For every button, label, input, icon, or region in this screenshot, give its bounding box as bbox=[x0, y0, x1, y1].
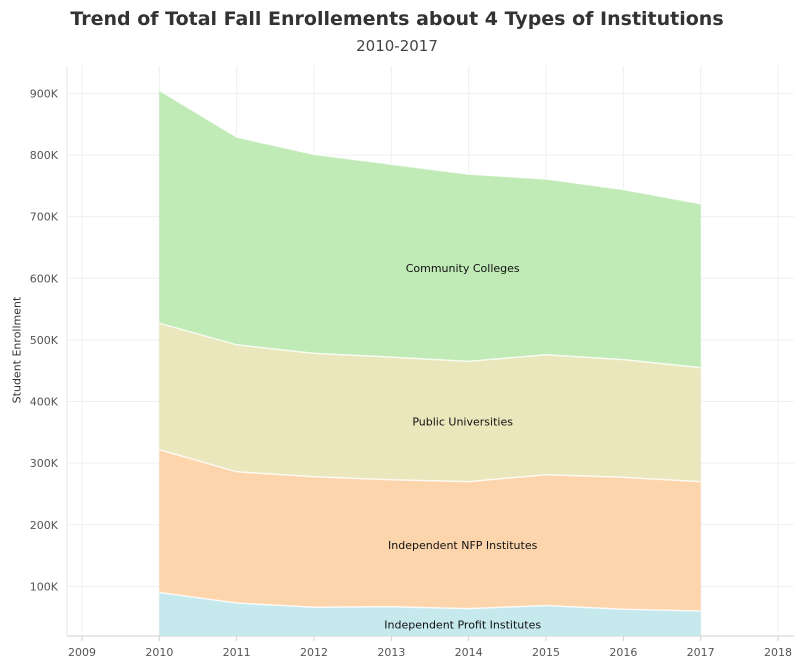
y-tick-label: 800K bbox=[30, 149, 59, 162]
x-tick-label: 2014 bbox=[455, 646, 483, 659]
series-line bbox=[159, 591, 701, 612]
area-band bbox=[159, 90, 701, 368]
x-tick-label: 2010 bbox=[145, 646, 173, 659]
series-label: Community Colleges bbox=[406, 262, 520, 275]
y-tick-label: 700K bbox=[30, 211, 59, 224]
y-tick-label: 400K bbox=[30, 396, 59, 409]
y-tick-label: 600K bbox=[30, 272, 59, 285]
x-tick-label: 2015 bbox=[532, 646, 560, 659]
series-label: Independent Profit Institutes bbox=[384, 618, 541, 631]
x-tick-label: 2012 bbox=[300, 646, 328, 659]
area-band bbox=[159, 323, 701, 482]
x-tick-label: 2011 bbox=[223, 646, 251, 659]
chart-title: Trend of Total Fall Enrollements about 4… bbox=[70, 8, 724, 30]
x-tick-label: 2016 bbox=[609, 646, 637, 659]
area-band bbox=[159, 592, 701, 636]
series-label: Independent NFP Institutes bbox=[388, 539, 538, 552]
series-line bbox=[159, 448, 701, 483]
chart-subtitle: 2010-2017 bbox=[356, 37, 438, 55]
y-tick-label: 100K bbox=[30, 580, 59, 593]
x-tick-label: 2013 bbox=[377, 646, 405, 659]
area-band bbox=[159, 449, 701, 611]
x-tick-label: 2017 bbox=[687, 646, 715, 659]
y-tick-label: 500K bbox=[30, 334, 59, 347]
x-tick-label: 2018 bbox=[764, 646, 792, 659]
y-tick-label: 200K bbox=[30, 519, 59, 532]
y-tick-label: 300K bbox=[30, 457, 59, 470]
series-label: Public Universities bbox=[412, 416, 513, 429]
y-tick-label: 900K bbox=[30, 87, 59, 100]
series-line bbox=[158, 89, 701, 205]
series-line bbox=[159, 322, 701, 369]
x-tick-label: 2009 bbox=[68, 646, 96, 659]
